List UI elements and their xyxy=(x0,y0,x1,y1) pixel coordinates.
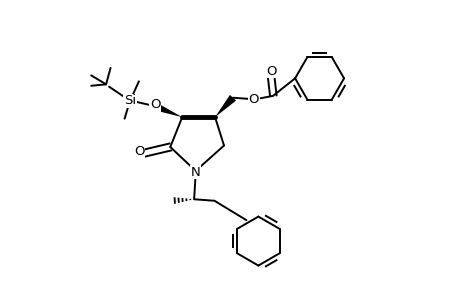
Polygon shape xyxy=(215,95,235,117)
Text: O: O xyxy=(150,98,160,111)
Text: N: N xyxy=(190,166,200,178)
Text: O: O xyxy=(266,65,276,78)
Text: Si: Si xyxy=(123,94,136,107)
Text: O: O xyxy=(134,145,145,158)
Polygon shape xyxy=(152,102,182,117)
Text: O: O xyxy=(248,93,258,106)
